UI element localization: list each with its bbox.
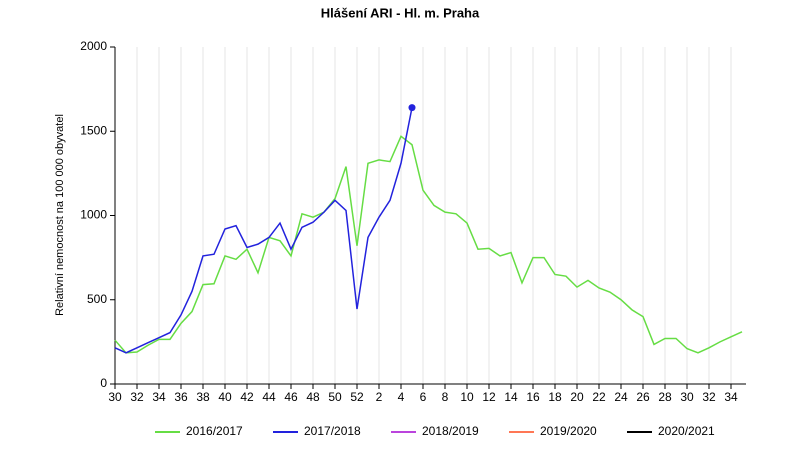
x-tick-label: 46 bbox=[284, 390, 298, 404]
x-tick-label: 34 bbox=[724, 390, 738, 404]
x-tick-label: 18 bbox=[548, 390, 562, 404]
x-tick-label: 2 bbox=[376, 390, 383, 404]
y-tick-label: 1000 bbox=[80, 208, 107, 222]
x-tick-label: 36 bbox=[174, 390, 188, 404]
point-marker bbox=[408, 104, 416, 112]
x-tick-label: 42 bbox=[240, 390, 254, 404]
x-tick-label: 26 bbox=[636, 390, 650, 404]
x-tick-label: 10 bbox=[460, 390, 474, 404]
y-tick-label: 500 bbox=[87, 292, 107, 306]
legend-label: 2019/2020 bbox=[540, 424, 597, 438]
y-tick-label: 2000 bbox=[80, 39, 107, 53]
legend-label: 2020/2021 bbox=[658, 424, 715, 438]
x-tick-label: 50 bbox=[328, 390, 342, 404]
x-tick-label: 28 bbox=[658, 390, 672, 404]
x-tick-label: 32 bbox=[702, 390, 716, 404]
x-tick-label: 40 bbox=[218, 390, 232, 404]
chart-title: Hlášení ARI - Hl. m. Praha bbox=[321, 5, 480, 20]
x-tick-label: 44 bbox=[262, 390, 276, 404]
y-tick-label: 0 bbox=[100, 376, 107, 390]
x-tick-label: 30 bbox=[680, 390, 694, 404]
x-tick-label: 8 bbox=[442, 390, 449, 404]
legend-label: 2018/2019 bbox=[422, 424, 479, 438]
x-tick-label: 30 bbox=[108, 390, 122, 404]
x-tick-label: 6 bbox=[420, 390, 427, 404]
x-tick-label: 14 bbox=[504, 390, 518, 404]
x-tick-label: 34 bbox=[152, 390, 166, 404]
x-tick-label: 52 bbox=[350, 390, 364, 404]
x-tick-label: 4 bbox=[398, 390, 405, 404]
x-tick-label: 12 bbox=[482, 390, 496, 404]
series-line bbox=[114, 135, 743, 354]
legend-label: 2016/2017 bbox=[186, 424, 243, 438]
x-tick-label: 22 bbox=[592, 390, 606, 404]
series-line bbox=[114, 107, 413, 354]
x-tick-label: 24 bbox=[614, 390, 628, 404]
x-tick-label: 32 bbox=[130, 390, 144, 404]
x-tick-label: 16 bbox=[526, 390, 540, 404]
y-tick-label: 1500 bbox=[80, 123, 107, 137]
legend-label: 2017/2018 bbox=[304, 424, 361, 438]
x-tick-label: 48 bbox=[306, 390, 320, 404]
x-tick-label: 38 bbox=[196, 390, 210, 404]
y-axis-label: Relativní nemocnost na 100 000 obyvatel bbox=[54, 114, 66, 316]
x-tick-label: 20 bbox=[570, 390, 584, 404]
